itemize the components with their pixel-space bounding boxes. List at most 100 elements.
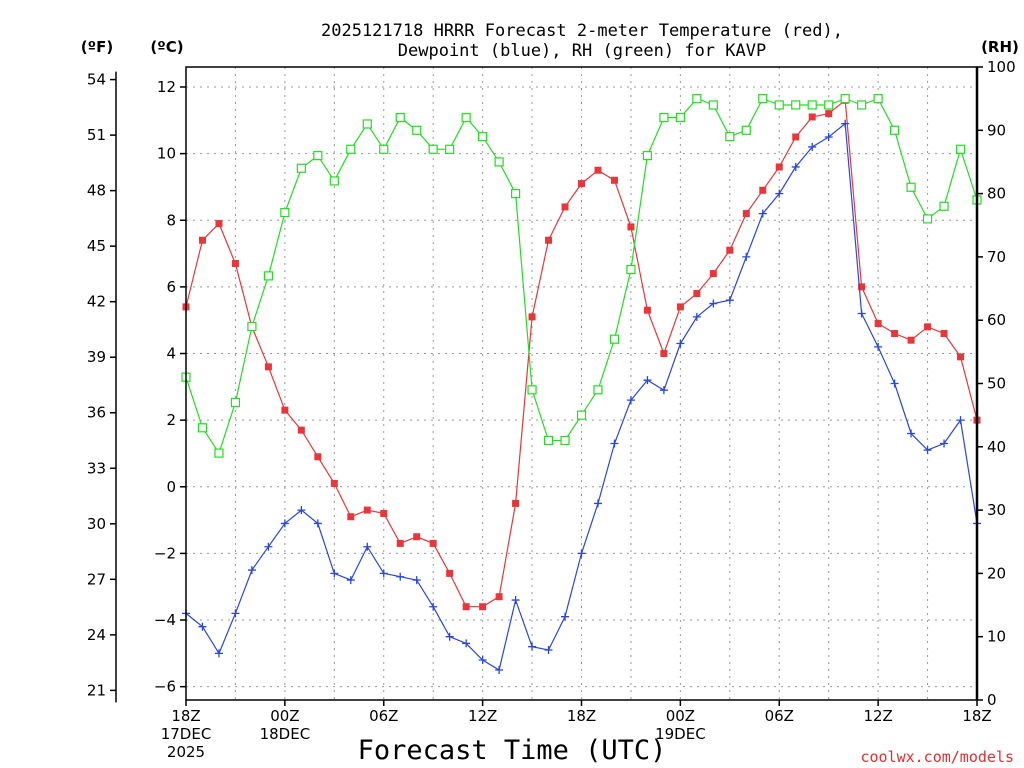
dewpoint-point — [610, 439, 619, 448]
dewpoint-point — [363, 542, 372, 551]
temperature-point — [380, 509, 388, 517]
fahrenheit-tick-label: 21 — [87, 681, 106, 699]
rh-tick-label: 50 — [987, 375, 1006, 393]
rh-point — [329, 176, 339, 186]
fahrenheit-tick-label: 27 — [87, 570, 106, 588]
temperature-point — [462, 603, 470, 611]
rh-point — [313, 151, 323, 161]
rh-point — [197, 423, 208, 433]
rh-point — [280, 207, 290, 218]
rh-point — [939, 201, 949, 211]
rh-point — [758, 94, 768, 104]
rh-point — [890, 125, 900, 135]
temperature-point — [709, 270, 717, 278]
dewpoint-point — [841, 119, 850, 128]
x-tick-label: 19DEC — [655, 725, 706, 743]
dewpoint-point — [775, 189, 784, 198]
fahrenheit-tick-label: 36 — [87, 404, 106, 422]
temperature-point — [281, 406, 289, 414]
rh-point — [774, 100, 784, 110]
temperature-point — [297, 426, 305, 434]
rh-point — [247, 321, 257, 332]
temperature-point — [808, 113, 816, 121]
dewpoint-point — [346, 576, 355, 585]
temperature-point — [610, 176, 618, 184]
rh-point — [214, 448, 224, 458]
rh-tick-label: 80 — [987, 185, 1006, 203]
temperature-point — [924, 323, 932, 331]
temperature-point — [347, 513, 355, 521]
fahrenheit-tick-label: 45 — [87, 237, 106, 255]
temperature-point — [215, 220, 223, 228]
celsius-tick-label: −6 — [154, 678, 176, 696]
celsius-tick-label: 0 — [166, 478, 176, 496]
temperature-point — [594, 166, 602, 174]
rh-point — [741, 125, 751, 135]
temperature-point — [858, 283, 866, 291]
dewpoint-point — [593, 499, 602, 508]
x-tick-label: 00Z — [270, 707, 299, 725]
celsius-tick-label: 4 — [166, 345, 176, 363]
rh-point — [906, 182, 916, 192]
grid-lines — [186, 67, 977, 700]
dewpoint-point — [297, 506, 306, 515]
temperature-point — [512, 499, 520, 507]
dewpoint-point — [659, 386, 668, 395]
rh-tick-label: 100 — [987, 58, 1016, 76]
celsius-tick-label: 2 — [166, 411, 176, 429]
rh-tick-label: 90 — [987, 121, 1006, 139]
temperature-point — [264, 363, 272, 371]
rh-point — [445, 144, 455, 154]
tick-labels: 545148454239363330272421121086420−2−4−61… — [87, 58, 1016, 761]
temperature-point — [330, 479, 338, 487]
rh-point — [379, 144, 389, 154]
rh-tick-label: 30 — [987, 501, 1006, 519]
dewpoint-point — [940, 439, 949, 448]
x-tick-label: 2025 — [167, 743, 205, 761]
rh-point — [642, 151, 653, 161]
dewpoint-point — [214, 649, 223, 658]
rh-point — [873, 94, 883, 104]
celsius-tick-label: −4 — [154, 611, 176, 629]
temperature-point — [726, 246, 734, 254]
temperature-point — [693, 290, 701, 298]
rh-point — [461, 113, 471, 123]
temperature-point — [396, 539, 404, 547]
dewpoint-point — [429, 602, 438, 611]
rh-point — [593, 385, 603, 395]
rh-point — [576, 410, 587, 420]
temperature-point — [578, 180, 585, 188]
x-tick-label: 12Z — [863, 707, 892, 725]
celsius-tick-label: 6 — [166, 278, 176, 296]
dewpoint-point — [758, 209, 767, 218]
rh-point — [543, 435, 554, 446]
dewpoint-point — [923, 446, 932, 455]
temperature-point — [825, 110, 833, 118]
dewpoint-point — [561, 612, 570, 621]
fahrenheit-tick-label: 39 — [87, 348, 106, 366]
fahrenheit-tick-label: 51 — [87, 126, 106, 144]
series-rh — [181, 94, 982, 458]
rh-point — [626, 264, 636, 275]
rh-point — [346, 144, 356, 154]
dewpoint-point — [379, 569, 388, 578]
x-tick-label: 18Z — [567, 707, 596, 725]
rh-point — [560, 435, 570, 446]
rh-point — [840, 94, 850, 104]
temperature-point — [874, 320, 882, 328]
temperature-point — [907, 336, 915, 344]
rh-point — [609, 334, 620, 344]
rh-point — [362, 119, 372, 129]
temperature-point — [742, 210, 750, 218]
x-axis-label: Forecast Time (UTC) — [358, 735, 667, 766]
temperature-point — [429, 539, 437, 547]
temperature-point — [363, 506, 371, 514]
dewpoint-point — [264, 542, 273, 551]
title-line-1: 2025121718 HRRR Forecast 2-meter Tempera… — [321, 21, 843, 41]
fahrenheit-tick-label: 24 — [87, 626, 106, 644]
rh-point — [428, 144, 438, 154]
dewpoint-point — [643, 376, 652, 385]
rh-point — [230, 397, 241, 408]
rh-point — [412, 125, 422, 135]
dewpoint-point — [313, 519, 322, 528]
